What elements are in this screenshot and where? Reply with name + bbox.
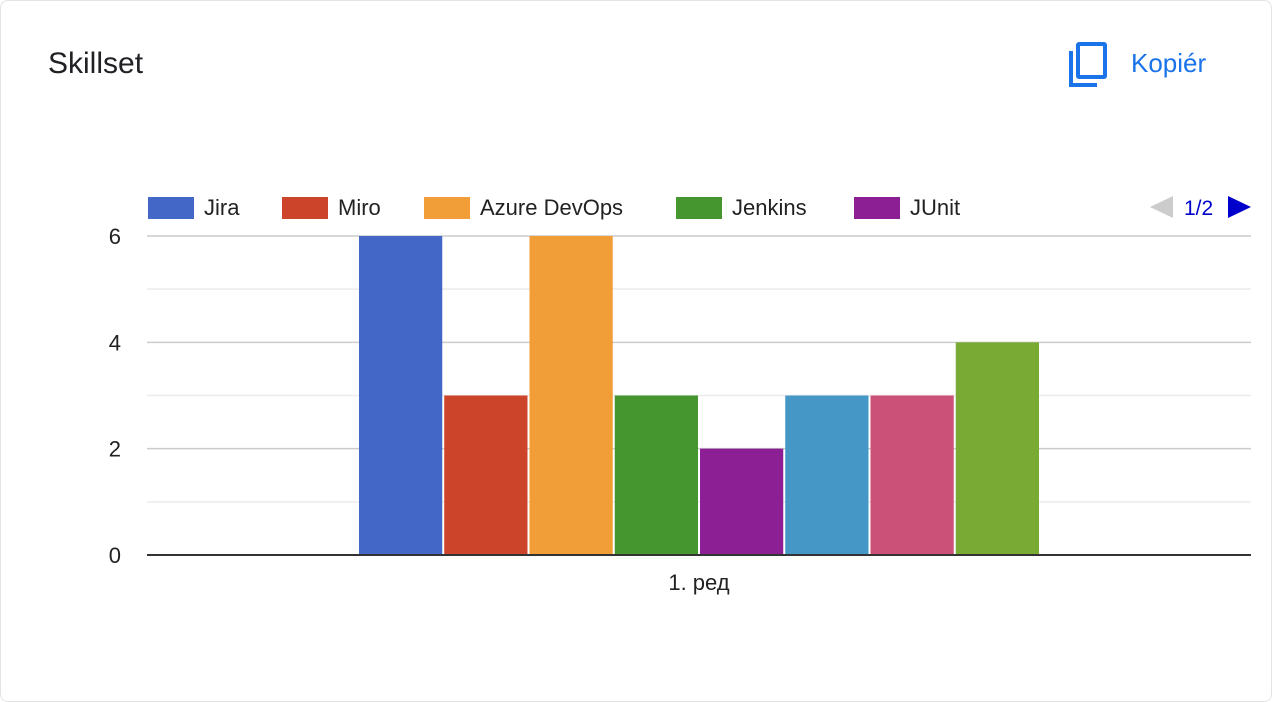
y-tick-label: 2 bbox=[109, 437, 121, 462]
legend-item[interactable]: JUnit bbox=[854, 195, 960, 220]
bars bbox=[359, 236, 1039, 555]
x-category-label: 1. ред bbox=[668, 570, 729, 595]
legend-label: Jenkins bbox=[732, 195, 807, 220]
legend-item[interactable]: Jira bbox=[148, 195, 240, 220]
legend-pager: 1/2 bbox=[1150, 196, 1251, 220]
y-tick-label: 0 bbox=[109, 543, 121, 568]
bar-miro[interactable] bbox=[444, 395, 528, 556]
copy-label: Kopiér bbox=[1131, 47, 1207, 78]
y-tick-label: 4 bbox=[109, 330, 121, 355]
y-axis-ticks: 0 2 4 6 bbox=[109, 224, 121, 568]
legend-page-indicator: 1/2 bbox=[1184, 197, 1213, 220]
legend-swatch bbox=[148, 197, 194, 219]
y-tick-label: 6 bbox=[109, 224, 121, 249]
triangle-left-icon[interactable] bbox=[1150, 196, 1173, 218]
card-title: Skillset bbox=[48, 47, 144, 80]
legend: Jira Miro Azure DevOps Jenkins JUnit bbox=[148, 195, 960, 220]
legend-swatch bbox=[424, 197, 470, 219]
legend-label: JUnit bbox=[910, 195, 960, 220]
bar-series-6[interactable] bbox=[785, 395, 869, 556]
gridlines bbox=[147, 235, 1251, 503]
copy-icon bbox=[1069, 42, 1107, 87]
legend-swatch bbox=[854, 197, 900, 219]
bar-azure-devops[interactable] bbox=[529, 236, 613, 555]
legend-label: Miro bbox=[338, 195, 381, 220]
bar-jira[interactable] bbox=[359, 236, 443, 555]
bar-series-8[interactable] bbox=[955, 342, 1039, 555]
legend-swatch bbox=[676, 197, 722, 219]
legend-swatch bbox=[282, 197, 328, 219]
bar-junit[interactable] bbox=[700, 448, 784, 555]
legend-label: Azure DevOps bbox=[480, 195, 623, 220]
legend-item[interactable]: Miro bbox=[282, 195, 381, 220]
legend-label: Jira bbox=[204, 195, 240, 220]
legend-item[interactable]: Azure DevOps bbox=[424, 195, 623, 220]
bar-series-7[interactable] bbox=[870, 395, 954, 556]
triangle-right-icon[interactable] bbox=[1228, 196, 1251, 218]
legend-item[interactable]: Jenkins bbox=[676, 195, 807, 220]
bar-jenkins[interactable] bbox=[614, 395, 698, 556]
copy-button[interactable]: Kopiér bbox=[1067, 39, 1237, 91]
